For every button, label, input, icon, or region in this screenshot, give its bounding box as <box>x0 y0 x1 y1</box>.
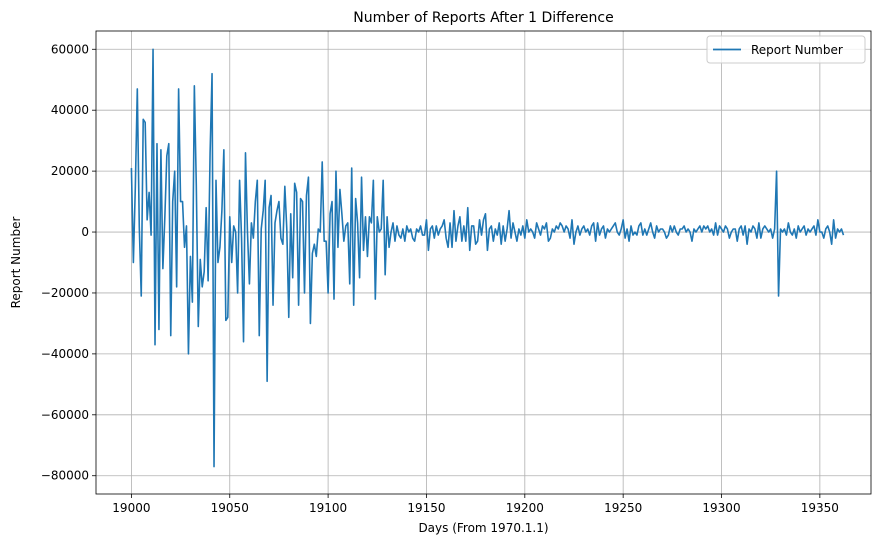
y-tick-label: 40000 <box>51 103 89 117</box>
x-tick-label: 19100 <box>309 501 347 515</box>
y-tick-label: −40000 <box>41 347 89 361</box>
series-layer <box>130 48 845 468</box>
legend-label: Report Number <box>751 43 843 57</box>
x-tick-label: 19150 <box>407 501 445 515</box>
series-line-report-number <box>130 48 845 468</box>
y-tick-label: 60000 <box>51 42 89 56</box>
x-tick-label: 19050 <box>211 501 249 515</box>
y-tick-label: −80000 <box>41 469 89 483</box>
y-tick-label: −60000 <box>41 408 89 422</box>
legend-box <box>706 35 866 64</box>
x-tick-label: 19350 <box>801 501 839 515</box>
x-tick-label: 19200 <box>506 501 544 515</box>
y-axis-ticks: −80000 −60000 −40000 −20000 0 20000 40000 60000 <box>41 42 96 483</box>
y-tick-label: 0 <box>81 225 89 239</box>
y-tick-label: −20000 <box>41 286 89 300</box>
chart-title: Number of Reports After 1 Difference <box>353 10 613 26</box>
x-axis-ticks: 19000 19050 19100 19150 19200 19250 19300 19350 <box>112 494 839 515</box>
x-tick-label: 19300 <box>702 501 740 515</box>
y-axis-title: Report Number <box>9 217 23 309</box>
x-tick-label: 19250 <box>604 501 642 515</box>
x-tick-label: 19000 <box>112 501 150 515</box>
plot-frame <box>95 30 872 495</box>
x-axis-title: Days (From 1970.1.1) <box>418 521 548 535</box>
y-tick-label: 20000 <box>51 164 89 178</box>
legend: Report Number <box>706 35 866 64</box>
